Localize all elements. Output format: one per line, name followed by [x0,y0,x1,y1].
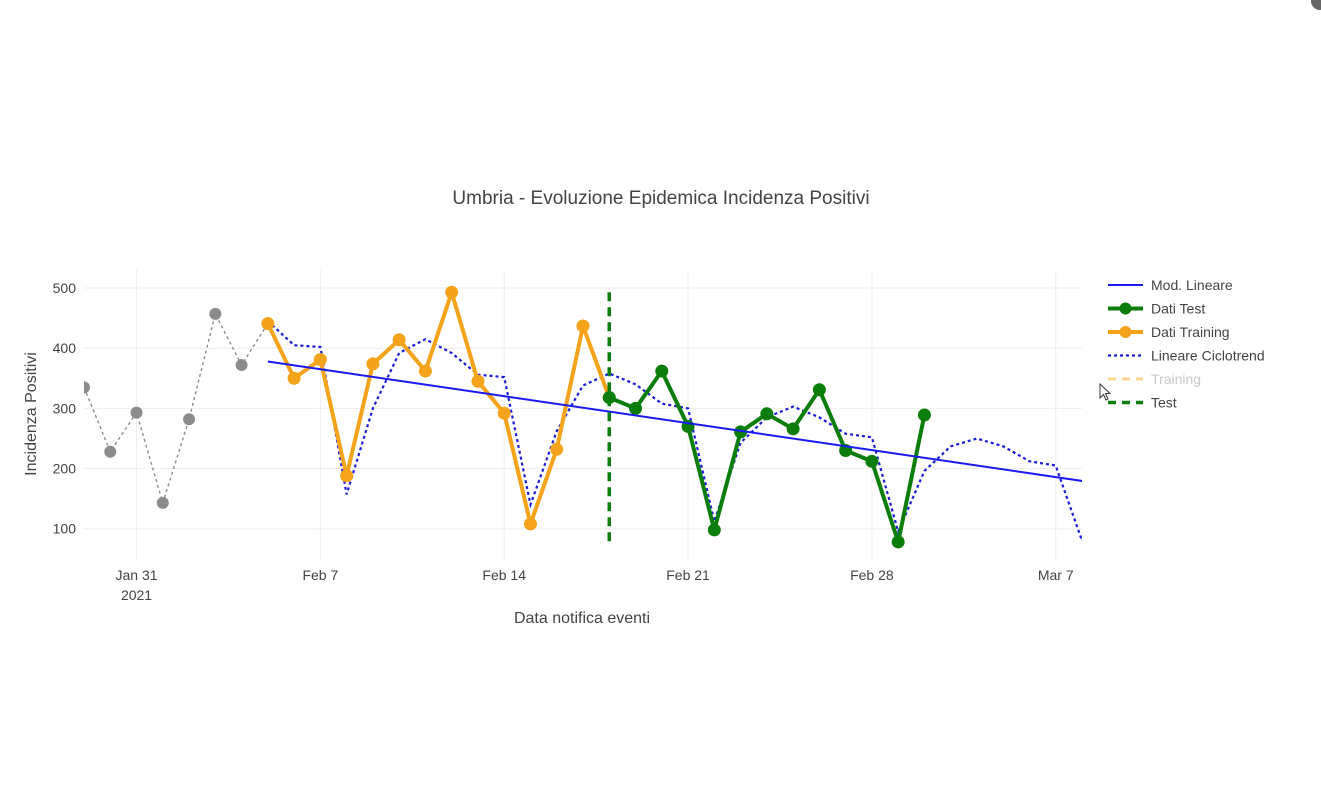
legend-item-dati-test[interactable]: Dati Test [1108,301,1205,317]
data-point [523,517,537,531]
axes: 100 200 300 400 500 Jan 31 2021 Feb 7 Feb 14 Feb … [53,280,1074,603]
data-point [287,371,301,385]
data-point [104,445,117,458]
data-point [550,442,564,456]
y-tick-label: 400 [53,340,77,356]
data-point [707,523,721,537]
y-axis-title: Incidenza Positivi [23,352,40,476]
data-point [812,383,826,397]
mouse-cursor-icon [1099,382,1112,401]
series-training [84,307,269,509]
data-point [235,359,248,372]
data-point [629,401,643,415]
series-line [608,369,927,544]
legend-label: Dati Training [1151,324,1230,340]
data-point [865,454,879,468]
corner-button[interactable] [1311,0,1321,10]
data-point [917,408,931,422]
data-point [418,364,432,378]
series-mod-lineare [267,360,1082,482]
data-point [183,413,196,426]
series-dati-test [602,364,931,549]
data-point [655,364,669,378]
x-tick-label: Feb 28 [850,567,894,583]
data-point [84,381,90,394]
legend-label: Training [1151,371,1201,387]
data-point [760,407,774,421]
series-line [265,290,612,526]
data-point [891,535,905,549]
data-point [340,469,354,483]
x-tick-label: Feb 21 [666,567,710,583]
data-point [313,353,327,367]
y-tick-label: 500 [53,280,77,296]
legend-label: Test [1151,395,1177,411]
legend-label: Mod. Lineare [1151,277,1233,293]
x-tick-label: Feb 14 [482,567,526,583]
data-point [786,422,800,436]
y-tick-label: 200 [53,461,77,477]
data-point [261,317,275,331]
x-axis-title: Data notifica eventi [514,610,650,627]
legend-label: Lineare Ciclotrend [1151,348,1265,364]
legend-swatch-marker [1119,302,1132,315]
x-tick-label: Mar 7 [1038,567,1074,583]
data-point [471,374,485,388]
grid [84,270,1082,560]
legend-item-lineare-ciclotrend[interactable]: Lineare Ciclotrend [1108,348,1265,364]
legend-item-mod-lineare[interactable]: Mod. Lineare [1108,277,1233,293]
x-tick-label: Feb 7 [302,567,338,583]
plot-area [84,285,1082,549]
data-point [130,406,143,419]
y-tick-label: 300 [53,400,77,416]
series-line [267,360,1082,482]
data-point [576,319,590,333]
data-point [445,285,459,299]
data-point [209,307,222,320]
legend[interactable]: Mod. Lineare Dati Test Dati Training Linear… [1108,277,1265,411]
data-point [392,333,406,347]
legend-item-training[interactable]: Training [1108,371,1201,387]
legend-item-dati-training[interactable]: Dati Training [1108,324,1230,340]
chart-title: Umbria - Evoluzione Epidemica Incidenza … [452,188,869,209]
legend-label: Dati Test [1151,301,1205,317]
series-line [84,311,269,506]
data-point [497,406,511,420]
x-tick-sublabel: 2021 [121,587,152,603]
data-point [366,357,380,371]
x-tick-label: Jan 31 [116,567,158,583]
y-tick-label: 100 [53,521,77,537]
legend-item-test[interactable]: Test [1108,395,1177,411]
data-point [156,496,169,509]
legend-swatch-marker [1119,326,1132,338]
